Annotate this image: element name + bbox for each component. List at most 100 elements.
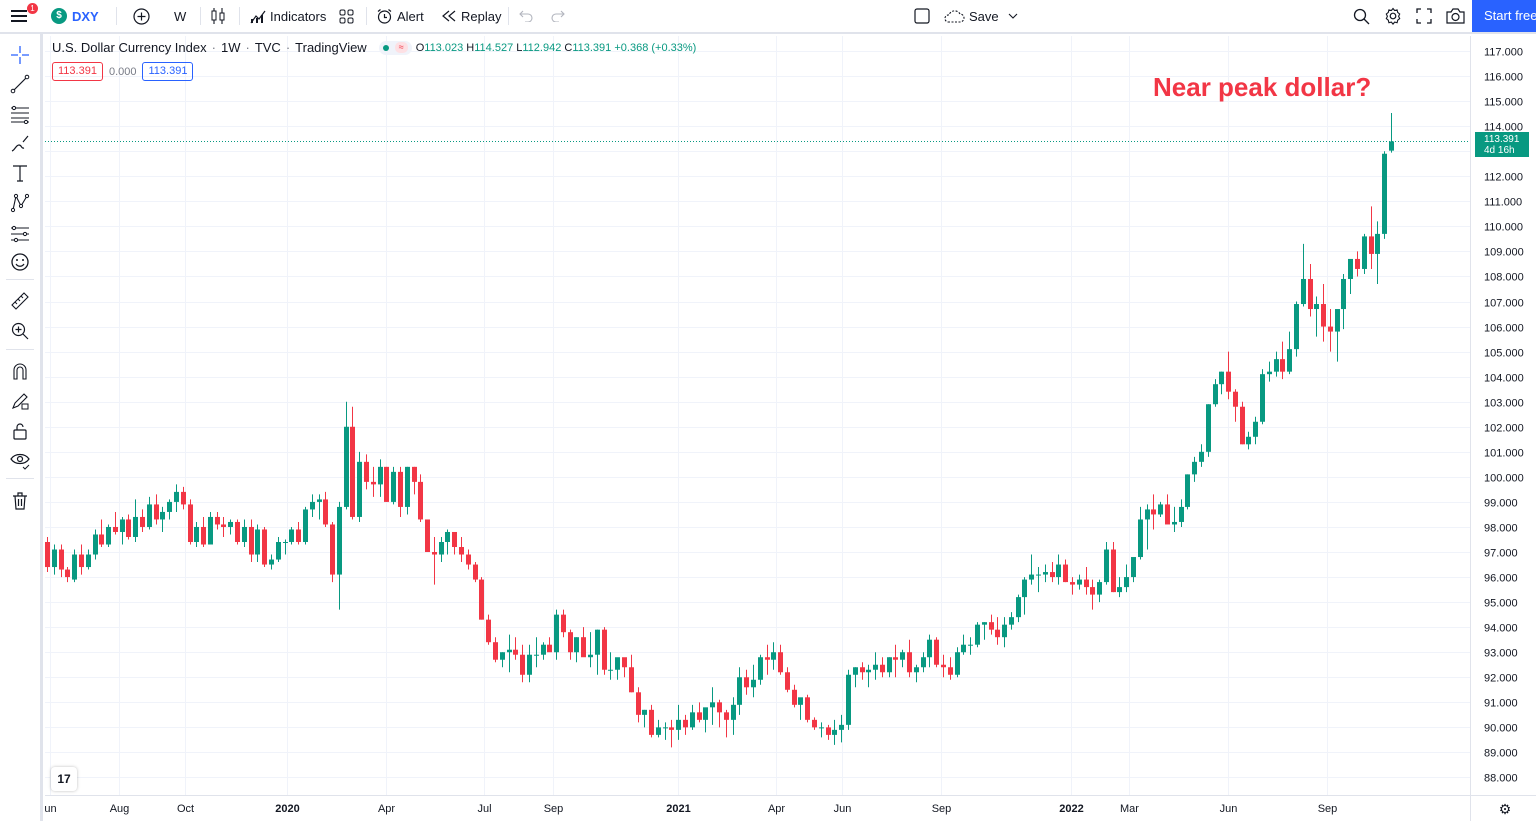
prediction-icon[interactable] (8, 221, 32, 245)
ruler-icon[interactable] (8, 289, 32, 313)
compare-plus-icon[interactable] (133, 0, 150, 32)
candle-body (989, 622, 994, 630)
emoji-icon[interactable] (8, 250, 32, 274)
delayed-icon: ≈ (394, 42, 408, 53)
pattern-icon[interactable] (8, 191, 32, 215)
symbol-label: DXY (72, 8, 99, 24)
chart-legend: U.S. Dollar Currency Index · 1W · TVC · Tra… (52, 40, 697, 55)
candle (1355, 251, 1360, 277)
drawing-toolbar (0, 34, 43, 821)
candle (350, 406, 355, 520)
sell-price[interactable]: 113.391 (52, 62, 103, 81)
save-button[interactable]: Save (943, 0, 1018, 32)
replay-button[interactable]: Replay (442, 0, 501, 32)
y-tick-label: 107.000 (1484, 298, 1524, 310)
candle-body (765, 657, 770, 660)
trend-line-icon[interactable] (8, 72, 32, 96)
candle-body (805, 697, 810, 720)
camera-icon[interactable] (1446, 0, 1465, 32)
candles-style-icon[interactable] (211, 0, 225, 32)
candle-body (215, 516, 220, 525)
candle (330, 521, 335, 583)
candle (500, 652, 505, 668)
candle-body (445, 531, 450, 542)
magnet-icon[interactable] (8, 359, 32, 383)
candle-body (303, 509, 308, 542)
candle-body (432, 552, 437, 555)
zoom-in-icon[interactable] (8, 319, 32, 343)
legend-title[interactable]: U.S. Dollar Currency Index (52, 40, 207, 55)
dollar-logo-icon: $ (51, 8, 67, 24)
candle (961, 634, 966, 655)
candle-body (1335, 309, 1340, 332)
candle (554, 609, 559, 660)
candle-body (934, 639, 939, 665)
candle-body (1131, 557, 1136, 578)
candle-body (561, 614, 566, 633)
redo-icon[interactable] (551, 0, 565, 32)
candle (1375, 221, 1380, 284)
rewind-icon (442, 10, 456, 22)
fib-retracement-icon[interactable] (8, 102, 32, 126)
candle (344, 401, 349, 510)
text-tool-icon[interactable] (8, 161, 32, 185)
undo-icon[interactable] (519, 0, 533, 32)
alert-button[interactable]: Alert (376, 0, 424, 32)
start-free-button[interactable]: Start free (1472, 0, 1536, 32)
candle (52, 544, 57, 575)
fullscreen-icon[interactable] (1416, 0, 1432, 32)
candle-body (975, 624, 980, 645)
layout-square-icon[interactable] (914, 0, 930, 32)
eye-icon[interactable] (8, 448, 32, 472)
candle (126, 514, 131, 540)
x-tick-label: Jun (1220, 803, 1238, 815)
symbol-search-button[interactable]: $ DXY (51, 0, 99, 32)
candle (975, 622, 980, 648)
candle-body (1022, 579, 1027, 598)
candle-body (378, 466, 383, 485)
candle-body (873, 664, 878, 670)
interval-button[interactable]: W (174, 8, 187, 24)
indicators-button[interactable]: Indicators (250, 0, 326, 32)
price-axis[interactable]: 117.000116.000115.000114.000113.000112.0… (1470, 36, 1524, 821)
candle-body (1158, 504, 1163, 515)
layout-grid-icon[interactable] (339, 0, 354, 32)
candle (832, 719, 837, 745)
search-icon[interactable] (1353, 0, 1370, 32)
time-axis[interactable]: un Aug Oct 2020 Apr Jul Sep 2021 Apr Jun Sep 2022 Ma… (44, 795, 1536, 818)
candle-body (961, 644, 966, 653)
buy-price[interactable]: 113.391 (142, 62, 194, 81)
stay-drawing-icon[interactable] (8, 389, 32, 413)
candle (242, 519, 247, 548)
candle-body (595, 629, 600, 655)
candle-body (778, 652, 783, 673)
candle-body (812, 719, 817, 728)
candle-body (459, 547, 464, 555)
candle (289, 526, 294, 545)
candle (1226, 351, 1231, 400)
candle (771, 642, 776, 670)
candle-body (642, 709, 647, 715)
candle (412, 466, 417, 495)
tradingview-logo[interactable]: 17 (51, 767, 77, 791)
crosshair-icon[interactable] (8, 43, 32, 67)
candle-body (1301, 278, 1306, 305)
x-tick-label: 2020 (275, 803, 299, 815)
candle (649, 704, 654, 738)
candle-body (880, 664, 885, 673)
candle-body (900, 652, 905, 660)
lock-icon[interactable] (8, 419, 32, 443)
candle-body (371, 481, 376, 485)
trash-icon[interactable] (8, 489, 32, 513)
brush-icon[interactable] (8, 132, 32, 156)
candle-body (1199, 451, 1204, 462)
candle (1308, 263, 1313, 317)
axis-settings-gear-icon[interactable]: ⚙ (1499, 801, 1512, 817)
candle-body (1280, 359, 1285, 372)
candle (839, 714, 844, 743)
candle (418, 474, 423, 522)
menu-icon[interactable] (11, 0, 27, 32)
gear-icon[interactable] (1384, 0, 1402, 32)
y-tick-label: 116.000 (1484, 72, 1523, 84)
